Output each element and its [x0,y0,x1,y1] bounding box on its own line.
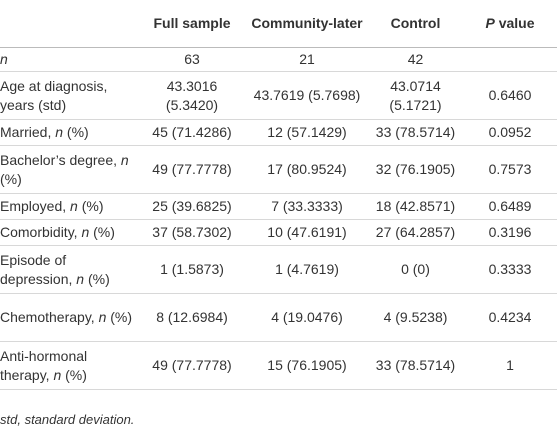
text-segment: (%) [106,309,133,325]
text-segment: Episode of depression, [0,251,77,287]
table-row: Episode of depression, n (%) 1 (1.5873) 1 … [0,245,557,294]
text-segment: (%) [84,270,110,287]
text-segment: n [55,124,64,140]
table-cell: 12 (57.1429) [246,119,368,146]
row-label: Chemotherapy, n (%) [0,293,138,342]
text-segment: (%) [89,224,115,240]
text-segment: n [120,151,129,168]
text-segment: n [53,366,62,383]
row-label: Married, n (%) [0,119,138,146]
table-row: Chemotherapy, n (%) 8 (12.6984) 4 (19.0476… [0,293,557,342]
table-cell: 49 (77.7778) [138,341,246,390]
table-cell: 17 (80.9524) [246,145,368,194]
table-cell: 0.0952 [463,119,557,146]
text-segment: Married, [0,124,56,140]
header-cell: Community-later [246,0,368,48]
table-cell: 15 (76.1905) [246,341,368,390]
text-segment: (%) [77,198,104,214]
table-cell: 33 (78.5714) [368,341,463,390]
table-cell: 49 (77.7778) [138,145,246,194]
table-cell: 10 (47.6191) [246,219,368,246]
text-segment: n [0,51,8,67]
table-cell: 18 (42.8571) [368,193,463,220]
table-cell: 25 (39.6825) [138,193,246,220]
table-cell: 7 (33.3333) [246,193,368,220]
footnote: std, standard deviation. [0,412,135,427]
table-cell: 0.6460 [463,71,557,120]
row-label: Age at diagnosis, years (std) [0,71,138,120]
text-segment: Chemotherapy, [0,309,99,325]
table-cell: 1 [463,341,557,390]
text-segment: n [70,198,78,214]
table-cell: 0.7573 [463,145,557,194]
table-row: n 63 21 42 [0,47,557,72]
table-row: Bachelor’s degree, n (%) 49 (77.7778) 17 (… [0,145,557,194]
table-row: Age at diagnosis, years (std) 43.3016 (5.… [0,71,557,120]
table-cell: 0 (0) [368,245,463,294]
table-cell: 43.0714 (5.1721) [368,71,463,120]
table-cell: 33 (78.5714) [368,119,463,146]
header-row: Full sample Community-later Control P value [0,0,557,48]
row-label: Anti-hormonal therapy, n (%) [0,341,138,390]
text-segment: Comorbidity, [0,224,82,240]
header-cell: Control [368,0,463,48]
text-segment: Employed, [0,198,71,214]
table-row: Employed, n (%) 25 (39.6825) 7 (33.3333) 18… [0,193,557,220]
table-cell [463,47,557,72]
header-cell: P value [463,0,557,48]
table-cell: 0.3333 [463,245,557,294]
table-cell: 37 (58.7302) [138,219,246,246]
text-segment: P [485,15,495,31]
table-cell: 21 [246,47,368,72]
text-segment: (%) [63,124,89,140]
table-cell: 43.3016 (5.3420) [138,71,246,120]
table-cell: 4 (19.0476) [246,293,368,342]
table-cell: 8 (12.6984) [138,293,246,342]
table-cell: 0.6489 [463,193,557,220]
table-cell: 45 (71.4286) [138,119,246,146]
text-segment: Age at diagnosis, years (std) [0,77,108,113]
text-segment: (%) [61,366,87,383]
row-label: Bachelor’s degree, n (%) [0,145,138,194]
header-cell: Full sample [138,0,246,48]
table-row: Anti-hormonal therapy, n (%) 49 (77.7778)… [0,341,557,390]
table-row: Comorbidity, n (%) 37 (58.7302) 10 (47.619… [0,219,557,246]
row-label: Employed, n (%) [0,193,138,220]
table-cell: 27 (64.2857) [368,219,463,246]
text-segment: n [76,270,85,287]
header-cell [0,0,138,48]
table-cell: 1 (4.7619) [246,245,368,294]
text-segment: Anti-hormonal therapy, [0,347,88,383]
table-cell: 63 [138,47,246,72]
text-segment: (%) [0,170,22,187]
text-segment: n [81,224,90,240]
table-cell: 43.7619 (5.7698) [246,71,368,120]
text-segment: value [494,15,535,31]
row-label: Comorbidity, n (%) [0,219,138,246]
table-cell: 32 (76.1905) [368,145,463,194]
text-segment: n [98,309,107,325]
table-cell: 0.3196 [463,219,557,246]
table-cell: 42 [368,47,463,72]
text-segment: Bachelor’s degree, [0,151,121,168]
data-table: Full sample Community-later Control P value… [0,0,557,390]
row-label: Episode of depression, n (%) [0,245,138,294]
table-cell: 0.4234 [463,293,557,342]
row-label: n [0,47,138,72]
table-cell: 1 (1.5873) [138,245,246,294]
table-cell: 4 (9.5238) [368,293,463,342]
table-row: Married, n (%) 45 (71.4286) 12 (57.1429) 33… [0,119,557,146]
